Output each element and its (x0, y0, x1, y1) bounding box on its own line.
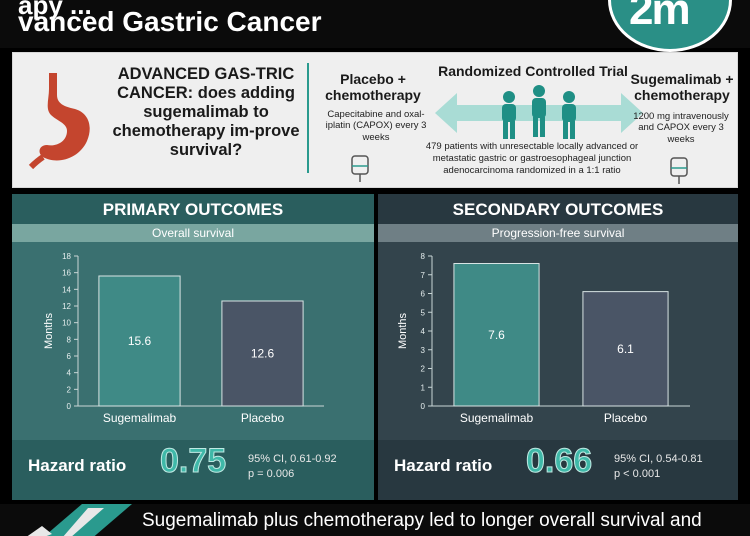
chart-subtitle: Progression-free survival (378, 224, 738, 242)
y-tick-label: 4 (67, 369, 72, 378)
y-tick-label: 5 (421, 308, 426, 317)
chart-area: 0 2 4 6 8 10 12 14 16 18 Months 15.6 Sugemalimab 12.6… (12, 242, 374, 440)
x-tick-label: Placebo (604, 411, 648, 425)
divider (307, 63, 309, 173)
x-tick-label: Placebo (241, 411, 285, 425)
x-tick-label: Sugemalimab (460, 411, 534, 425)
y-tick-label: 1 (421, 383, 426, 392)
y-tick-label: 10 (62, 319, 71, 328)
hazard-ratio-label: Hazard ratio (394, 456, 493, 475)
conclusion-band: Sugemalimab plus chemotherapy led to lon… (0, 504, 750, 536)
y-tick-label: 12 (62, 302, 71, 311)
pen-icon (27, 504, 132, 536)
y-tick-label: 3 (421, 346, 426, 355)
y-tick-label: 14 (62, 285, 71, 294)
page-title: vanced Gastric Cancer (18, 6, 322, 37)
confidence-interval: 95% CI, 0.61-0.92 p = 0.006 (248, 452, 337, 482)
placebo-arm-title: Placebo + chemotherapy (325, 71, 421, 104)
data-label: 7.6 (488, 328, 505, 342)
primary-outcomes-panel: PRIMARY OUTCOMES Overall survival 0 2 4 6 8 1… (12, 194, 374, 500)
panel-title: SECONDARY OUTCOMES (452, 200, 664, 219)
data-label: 6.1 (617, 342, 634, 356)
hazard-ratio-value: 0.75 (159, 442, 227, 481)
hazard-ratio-row: Hazard ratio 0.75 95% CI, 0.61-0.92 p = … (12, 440, 374, 500)
bar-sugemalimab (453, 263, 540, 407)
study-question: ADVANCED GAS-TRIC CANCER: does adding su… (112, 65, 300, 159)
page-title-line1: apy ... (18, 0, 92, 20)
sugemalimab-arm-title: Sugemalimab + chemotherapy (630, 71, 734, 104)
hazard-ratio-value: 0.66 (525, 442, 593, 481)
chart-subtitle: Overall survival (12, 224, 374, 242)
y-tick-label: 6 (67, 352, 72, 361)
data-label: 12.6 (251, 347, 275, 361)
y-tick-label: 6 (421, 290, 426, 299)
bar-placebo (221, 300, 304, 407)
secondary-outcomes-panel: SECONDARY OUTCOMES Progression-free surv… (378, 194, 738, 500)
y-tick-label: 16 (62, 269, 71, 278)
y-tick-label: 0 (421, 402, 426, 411)
iv-bag-icon (351, 155, 369, 182)
study-info-band: ADVANCED GAS-TRIC CANCER: does adding su… (12, 52, 738, 188)
progression-free-survival-chart: 0 1 2 3 4 5 6 7 8 Months 7.6 Sugemalimab 6.1 Placebo (397, 252, 690, 425)
people-icon (435, 85, 643, 139)
ci-range: 95% CI, 0.54-0.81 (614, 453, 703, 465)
data-label: 15.6 (128, 334, 152, 348)
panel-title: PRIMARY OUTCOMES (102, 200, 284, 219)
y-tick-label: 8 (421, 252, 426, 261)
p-value: p = 0.006 (248, 467, 295, 480)
x-tick-label: Sugemalimab (103, 411, 177, 425)
y-tick-label: 2 (67, 385, 72, 394)
y-tick-label: 7 (421, 271, 426, 280)
sugemalimab-arm-desc: 1200 mg intravenously and CAPOX every 3 … (633, 111, 729, 145)
iv-bag-icon (670, 157, 688, 184)
stomach-icon (28, 73, 90, 169)
rct-description: 479 patients with unresectable locally a… (425, 141, 639, 176)
rct-title: Randomized Controlled Trial (438, 63, 628, 79)
y-tick-label: 8 (67, 335, 72, 344)
header: apy ... vanced Gastric Cancer 2m (0, 0, 750, 52)
y-axis-label: Months (397, 312, 409, 349)
y-axis-label: Months (43, 312, 55, 349)
hazard-ratio-row: Hazard ratio 0.66 95% CI, 0.54-0.81 p < … (378, 440, 738, 500)
ci-range: 95% CI, 0.61-0.92 (248, 453, 337, 465)
logo: 2m (608, 0, 732, 52)
bar-placebo (582, 291, 669, 407)
hazard-ratio-label: Hazard ratio (28, 456, 127, 475)
y-tick-label: 0 (67, 402, 72, 411)
bar-sugemalimab (98, 275, 181, 407)
p-value: p < 0.001 (614, 467, 661, 480)
logo-text: 2m (629, 0, 691, 34)
confidence-interval: 95% CI, 0.54-0.81 p < 0.001 (614, 452, 703, 482)
chart-area: 0 1 2 3 4 5 6 7 8 Months 7.6 Sugemalimab 6.1 Placebo (378, 242, 738, 440)
placebo-arm-desc: Capecitabine and oxal-iplatin (CAPOX) ev… (325, 109, 427, 143)
conclusion-text: Sugemalimab plus chemotherapy led to lon… (142, 510, 702, 531)
y-tick-label: 18 (62, 252, 71, 261)
y-tick-label: 4 (421, 327, 426, 336)
y-tick-label: 2 (421, 365, 426, 374)
overall-survival-chart: 0 2 4 6 8 10 12 14 16 18 Months 15.6 Sugemalimab 12.6… (43, 252, 324, 425)
